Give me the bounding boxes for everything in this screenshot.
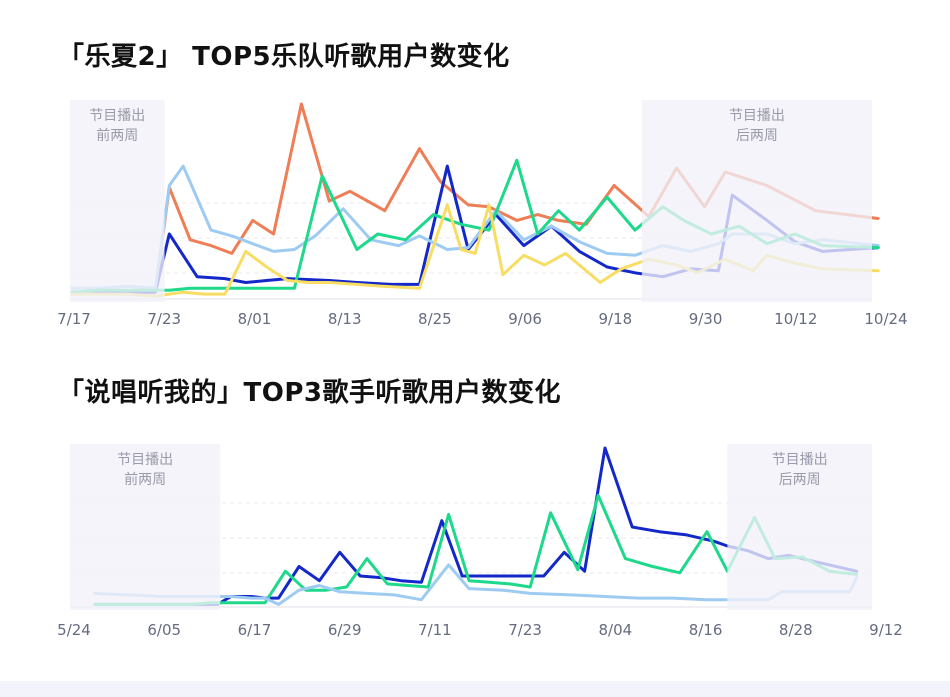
pre-broadcast-shade (70, 100, 165, 302)
pre-broadcast-label-0: 节目播出 (117, 452, 173, 468)
pre-broadcast-label-1: 前两周 (96, 127, 138, 144)
x-tick-label: 8/16 (689, 621, 723, 639)
x-tick-label: 9/12 (869, 621, 903, 639)
x-tick-label: 9/30 (689, 310, 723, 328)
x-tick-label: 7/11 (418, 621, 452, 639)
x-tick-label: 10/24 (864, 310, 907, 328)
x-tick-label: 7/23 (508, 621, 542, 639)
series-line-1 (93, 493, 859, 606)
x-tick-label: 10/12 (774, 310, 817, 328)
x-tick-label: 8/25 (418, 310, 452, 328)
x-tick-label: 8/13 (328, 310, 362, 328)
post-broadcast-shade (641, 100, 872, 302)
band-chart-title: 「乐夏2」 TOP5乐队听歌用户数变化 (58, 42, 510, 72)
x-tick-label: 7/23 (147, 310, 181, 328)
pre-broadcast-label-1: 前两周 (124, 471, 166, 488)
x-tick-label: 5/24 (57, 621, 91, 639)
rap-chart-title: 「说唱听我的」TOP3歌手听歌用户数变化 (58, 378, 561, 408)
x-tick-label: 7/17 (57, 310, 91, 328)
post-broadcast-label-1: 后两周 (736, 128, 778, 144)
post-broadcast-shade (727, 444, 872, 610)
post-broadcast-label-0: 节目播出 (729, 108, 785, 124)
bottom-band (0, 681, 950, 697)
x-tick-label: 9/18 (598, 310, 632, 328)
x-tick-label: 8/28 (779, 621, 813, 639)
x-tick-label: 9/06 (508, 310, 542, 328)
x-tick-label: 8/04 (598, 621, 632, 639)
post-broadcast-label-0: 节目播出 (772, 452, 828, 468)
pre-broadcast-shade (70, 444, 221, 610)
pre-broadcast-label-0: 节目播出 (89, 108, 145, 124)
x-tick-label: 6/29 (328, 621, 362, 639)
x-tick-label: 8/01 (238, 310, 272, 328)
post-broadcast-label-1: 后两周 (779, 472, 821, 488)
x-tick-label: 6/17 (238, 621, 272, 639)
x-tick-label: 6/05 (147, 621, 181, 639)
